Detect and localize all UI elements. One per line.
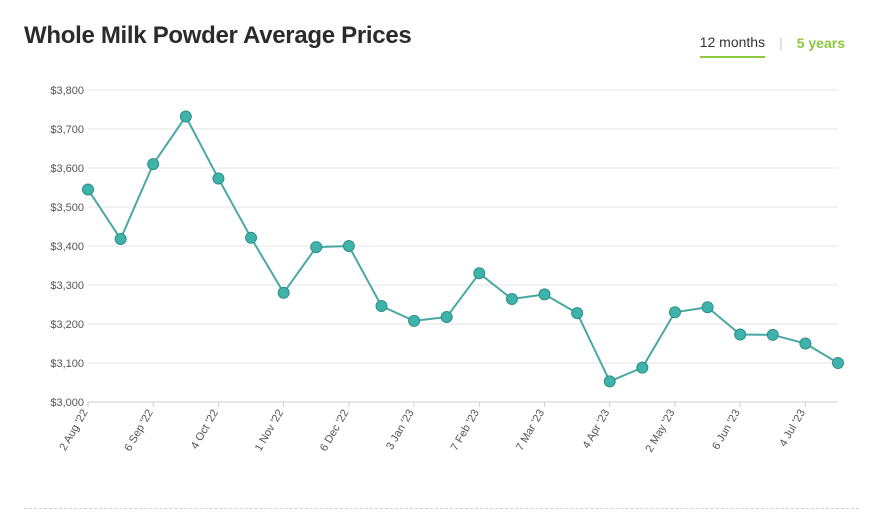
x-tick-label: 6 Sep '22 [122,408,155,454]
x-tick-label: 7 Feb '23 [449,407,482,452]
x-tick-label: 6 Dec '22 [318,408,351,454]
data-point[interactable] [179,110,192,123]
data-point[interactable] [636,361,649,374]
data-point[interactable] [538,288,551,301]
page-title: Whole Milk Powder Average Prices [24,22,412,49]
x-tick-label: 4 Oct '22 [189,408,221,452]
data-point[interactable] [277,286,290,299]
chart-gridlines [88,89,838,403]
y-axis: $3,000 $3,100 $3,200 $3,300 $3,400 $3,500 $3,6… [50,85,84,409]
data-point[interactable] [832,357,844,369]
data-point[interactable] [668,306,681,319]
data-point[interactable] [342,240,355,252]
y-tick-label: $3,100 [50,358,84,370]
price-series [82,110,844,388]
series-line [87,115,839,383]
data-point[interactable] [147,158,160,171]
x-tick-label: 3 Jan '23 [384,408,417,452]
y-tick-label: $3,700 [50,124,84,136]
data-point[interactable] [734,328,747,341]
y-tick-label: $3,600 [50,163,84,175]
x-tick-label: 4 Apr '23 [580,408,612,451]
data-point[interactable] [245,231,258,244]
x-axis: 2 Aug '22 6 Sep '22 4 Oct '22 1 Nov '22 6 De… [57,402,808,455]
data-point[interactable] [440,310,453,323]
data-point[interactable] [766,328,779,341]
bottom-divider [24,508,859,509]
time-range-tabs: 12 months | 5 years [699,34,845,58]
data-point[interactable] [408,314,421,327]
data-point[interactable] [505,293,518,306]
x-tick-label: 2 May '23 [643,408,677,455]
x-tick-label: 1 Nov '22 [253,408,286,454]
data-point[interactable] [82,183,94,196]
data-point[interactable] [212,172,225,185]
tab-separator: | [779,35,783,51]
y-tick-label: $3,400 [50,241,84,253]
tab-5-years[interactable]: 5 years [796,35,845,51]
data-point[interactable] [310,241,323,254]
x-tick-label: 6 Jun '23 [710,408,743,452]
data-point[interactable] [114,232,127,245]
data-point[interactable] [799,337,812,350]
x-tick-label: 4 Jul '23 [777,408,808,449]
y-tick-label: $3,000 [50,397,84,409]
x-tick-label: 7 Mar '23 [514,408,547,453]
y-tick-label: $3,500 [50,202,84,214]
y-tick-label: $3,300 [50,280,84,292]
y-tick-label: $3,800 [50,85,84,97]
y-tick-label: $3,200 [50,319,84,331]
data-point[interactable] [571,307,584,320]
x-tick-label: 2 Aug '22 [57,408,90,453]
data-point[interactable] [375,300,388,313]
tab-12-months[interactable]: 12 months [699,34,766,58]
data-point[interactable] [473,267,486,280]
data-point[interactable] [603,375,616,388]
data-point[interactable] [701,301,714,314]
